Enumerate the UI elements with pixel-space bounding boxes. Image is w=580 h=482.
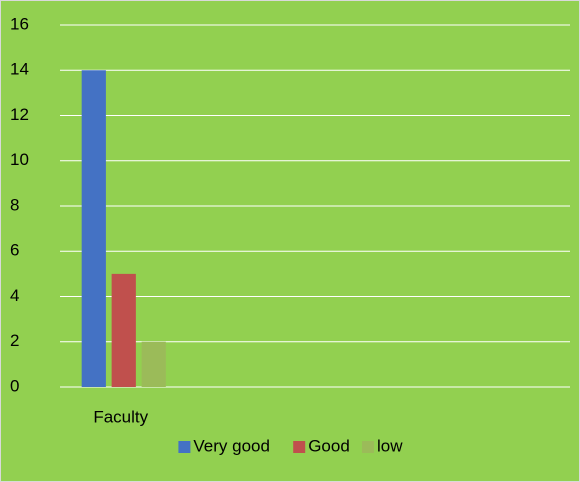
bar bbox=[111, 273, 136, 387]
y-tick-label: 10 bbox=[10, 150, 29, 169]
y-tick-label: 0 bbox=[10, 376, 19, 395]
y-tick-label: 6 bbox=[10, 241, 19, 260]
legend-swatch bbox=[293, 441, 306, 453]
bar bbox=[141, 341, 166, 387]
legend-label: Very good bbox=[193, 436, 270, 455]
y-tick-label: 8 bbox=[10, 195, 19, 214]
bar bbox=[81, 70, 106, 387]
legend-swatch bbox=[362, 441, 374, 453]
legend-label: Good bbox=[308, 436, 350, 455]
legend-label: low bbox=[377, 436, 403, 455]
y-tick-label: 16 bbox=[10, 14, 29, 33]
y-tick-label: 14 bbox=[10, 60, 29, 79]
legend-swatch bbox=[178, 441, 191, 453]
y-tick-label: 2 bbox=[10, 331, 19, 350]
y-tick-label: 4 bbox=[10, 286, 19, 305]
x-tick-label: Faculty bbox=[93, 407, 148, 426]
y-tick-label: 12 bbox=[10, 105, 29, 124]
